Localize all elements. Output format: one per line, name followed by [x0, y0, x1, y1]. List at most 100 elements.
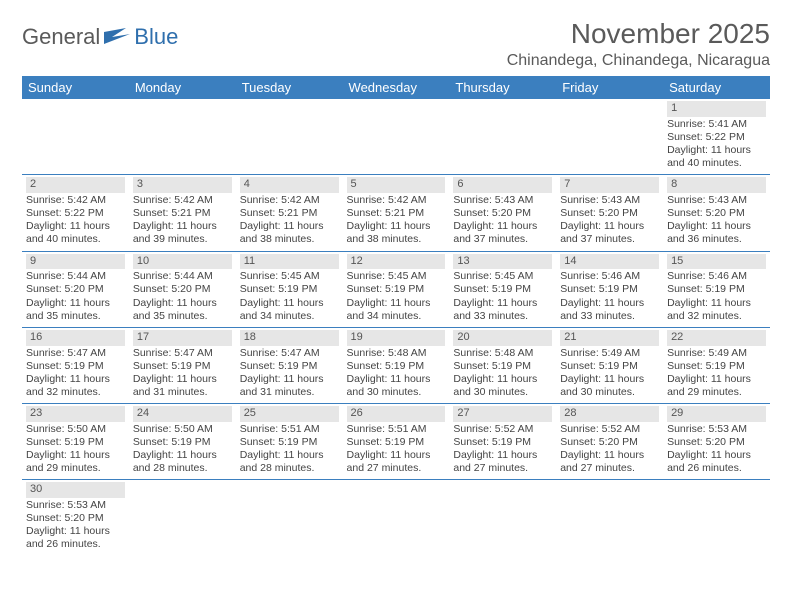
sunrise-line: Sunrise: 5:48 AM: [347, 347, 446, 360]
calendar-day-cell: 27Sunrise: 5:52 AMSunset: 5:19 PMDayligh…: [449, 404, 556, 480]
sunrise-line: Sunrise: 5:52 AM: [453, 423, 552, 436]
weekday-header: Sunday: [22, 76, 129, 99]
day-details: Sunrise: 5:47 AMSunset: 5:19 PMDaylight:…: [26, 346, 125, 400]
day-number: 3: [133, 177, 232, 193]
day-details: Sunrise: 5:42 AMSunset: 5:21 PMDaylight:…: [133, 193, 232, 247]
calendar-empty-cell: [449, 99, 556, 175]
calendar-day-cell: 13Sunrise: 5:45 AMSunset: 5:19 PMDayligh…: [449, 251, 556, 327]
sunset-line: Sunset: 5:19 PM: [240, 436, 339, 449]
day-number: 8: [667, 177, 766, 193]
day-details: Sunrise: 5:45 AMSunset: 5:19 PMDaylight:…: [347, 269, 446, 323]
calendar-week-row: 30Sunrise: 5:53 AMSunset: 5:20 PMDayligh…: [22, 480, 770, 556]
weekday-header: Wednesday: [343, 76, 450, 99]
sunrise-line: Sunrise: 5:42 AM: [347, 194, 446, 207]
day-details: Sunrise: 5:50 AMSunset: 5:19 PMDaylight:…: [133, 422, 232, 476]
day-number: 5: [347, 177, 446, 193]
sunrise-line: Sunrise: 5:47 AM: [133, 347, 232, 360]
calendar-day-cell: 14Sunrise: 5:46 AMSunset: 5:19 PMDayligh…: [556, 251, 663, 327]
sunrise-line: Sunrise: 5:53 AM: [667, 423, 766, 436]
sunset-line: Sunset: 5:21 PM: [240, 207, 339, 220]
calendar-day-cell: 8Sunrise: 5:43 AMSunset: 5:20 PMDaylight…: [663, 175, 770, 251]
daylight-line: Daylight: 11 hours and 34 minutes.: [347, 297, 446, 323]
calendar-day-cell: 30Sunrise: 5:53 AMSunset: 5:20 PMDayligh…: [22, 480, 129, 556]
sunset-line: Sunset: 5:19 PM: [347, 436, 446, 449]
calendar-empty-cell: [129, 99, 236, 175]
sunset-line: Sunset: 5:19 PM: [347, 283, 446, 296]
title-block: November 2025 Chinandega, Chinandega, Ni…: [507, 18, 770, 70]
day-number: 23: [26, 406, 125, 422]
daylight-line: Daylight: 11 hours and 30 minutes.: [347, 373, 446, 399]
logo-text-1: General: [22, 24, 100, 50]
day-details: Sunrise: 5:43 AMSunset: 5:20 PMDaylight:…: [667, 193, 766, 247]
calendar-table: SundayMondayTuesdayWednesdayThursdayFrid…: [22, 76, 770, 556]
daylight-line: Daylight: 11 hours and 32 minutes.: [26, 373, 125, 399]
month-title: November 2025: [507, 18, 770, 50]
day-details: Sunrise: 5:45 AMSunset: 5:19 PMDaylight:…: [240, 269, 339, 323]
calendar-day-cell: 18Sunrise: 5:47 AMSunset: 5:19 PMDayligh…: [236, 327, 343, 403]
sunrise-line: Sunrise: 5:47 AM: [240, 347, 339, 360]
logo: General Blue: [22, 24, 178, 50]
day-number: 11: [240, 254, 339, 270]
calendar-day-cell: 6Sunrise: 5:43 AMSunset: 5:20 PMDaylight…: [449, 175, 556, 251]
day-number: 28: [560, 406, 659, 422]
location: Chinandega, Chinandega, Nicaragua: [507, 52, 770, 70]
sunrise-line: Sunrise: 5:49 AM: [667, 347, 766, 360]
calendar-day-cell: 9Sunrise: 5:44 AMSunset: 5:20 PMDaylight…: [22, 251, 129, 327]
sunset-line: Sunset: 5:19 PM: [240, 283, 339, 296]
daylight-line: Daylight: 11 hours and 40 minutes.: [26, 220, 125, 246]
calendar-day-cell: 21Sunrise: 5:49 AMSunset: 5:19 PMDayligh…: [556, 327, 663, 403]
sunrise-line: Sunrise: 5:45 AM: [240, 270, 339, 283]
daylight-line: Daylight: 11 hours and 37 minutes.: [560, 220, 659, 246]
calendar-week-row: 16Sunrise: 5:47 AMSunset: 5:19 PMDayligh…: [22, 327, 770, 403]
calendar-day-cell: 4Sunrise: 5:42 AMSunset: 5:21 PMDaylight…: [236, 175, 343, 251]
daylight-line: Daylight: 11 hours and 29 minutes.: [26, 449, 125, 475]
day-number: 26: [347, 406, 446, 422]
daylight-line: Daylight: 11 hours and 39 minutes.: [133, 220, 232, 246]
sunset-line: Sunset: 5:19 PM: [133, 436, 232, 449]
daylight-line: Daylight: 11 hours and 28 minutes.: [240, 449, 339, 475]
sunset-line: Sunset: 5:19 PM: [667, 360, 766, 373]
calendar-day-cell: 15Sunrise: 5:46 AMSunset: 5:19 PMDayligh…: [663, 251, 770, 327]
sunset-line: Sunset: 5:20 PM: [560, 436, 659, 449]
sunrise-line: Sunrise: 5:43 AM: [667, 194, 766, 207]
sunrise-line: Sunrise: 5:43 AM: [560, 194, 659, 207]
sunrise-line: Sunrise: 5:42 AM: [26, 194, 125, 207]
calendar-day-cell: 29Sunrise: 5:53 AMSunset: 5:20 PMDayligh…: [663, 404, 770, 480]
calendar-day-cell: 7Sunrise: 5:43 AMSunset: 5:20 PMDaylight…: [556, 175, 663, 251]
weekday-header: Tuesday: [236, 76, 343, 99]
day-number: 20: [453, 330, 552, 346]
day-number: 2: [26, 177, 125, 193]
sunset-line: Sunset: 5:19 PM: [347, 360, 446, 373]
day-number: 12: [347, 254, 446, 270]
calendar-week-row: 9Sunrise: 5:44 AMSunset: 5:20 PMDaylight…: [22, 251, 770, 327]
daylight-line: Daylight: 11 hours and 32 minutes.: [667, 297, 766, 323]
sunrise-line: Sunrise: 5:48 AM: [453, 347, 552, 360]
day-details: Sunrise: 5:48 AMSunset: 5:19 PMDaylight:…: [347, 346, 446, 400]
day-details: Sunrise: 5:46 AMSunset: 5:19 PMDaylight:…: [560, 269, 659, 323]
daylight-line: Daylight: 11 hours and 33 minutes.: [453, 297, 552, 323]
flag-icon: [104, 28, 132, 46]
daylight-line: Daylight: 11 hours and 37 minutes.: [453, 220, 552, 246]
sunrise-line: Sunrise: 5:51 AM: [347, 423, 446, 436]
weekday-header: Saturday: [663, 76, 770, 99]
day-details: Sunrise: 5:53 AMSunset: 5:20 PMDaylight:…: [667, 422, 766, 476]
calendar-empty-cell: [22, 99, 129, 175]
calendar-day-cell: 19Sunrise: 5:48 AMSunset: 5:19 PMDayligh…: [343, 327, 450, 403]
daylight-line: Daylight: 11 hours and 36 minutes.: [667, 220, 766, 246]
calendar-day-cell: 26Sunrise: 5:51 AMSunset: 5:19 PMDayligh…: [343, 404, 450, 480]
day-number: 9: [26, 254, 125, 270]
calendar-empty-cell: [556, 99, 663, 175]
daylight-line: Daylight: 11 hours and 27 minutes.: [560, 449, 659, 475]
sunset-line: Sunset: 5:19 PM: [453, 283, 552, 296]
day-details: Sunrise: 5:46 AMSunset: 5:19 PMDaylight:…: [667, 269, 766, 323]
day-number: 17: [133, 330, 232, 346]
sunset-line: Sunset: 5:21 PM: [133, 207, 232, 220]
day-details: Sunrise: 5:43 AMSunset: 5:20 PMDaylight:…: [560, 193, 659, 247]
calendar-day-cell: 28Sunrise: 5:52 AMSunset: 5:20 PMDayligh…: [556, 404, 663, 480]
day-number: 14: [560, 254, 659, 270]
daylight-line: Daylight: 11 hours and 35 minutes.: [26, 297, 125, 323]
sunset-line: Sunset: 5:20 PM: [560, 207, 659, 220]
sunrise-line: Sunrise: 5:45 AM: [453, 270, 552, 283]
sunset-line: Sunset: 5:19 PM: [453, 360, 552, 373]
sunset-line: Sunset: 5:19 PM: [26, 436, 125, 449]
